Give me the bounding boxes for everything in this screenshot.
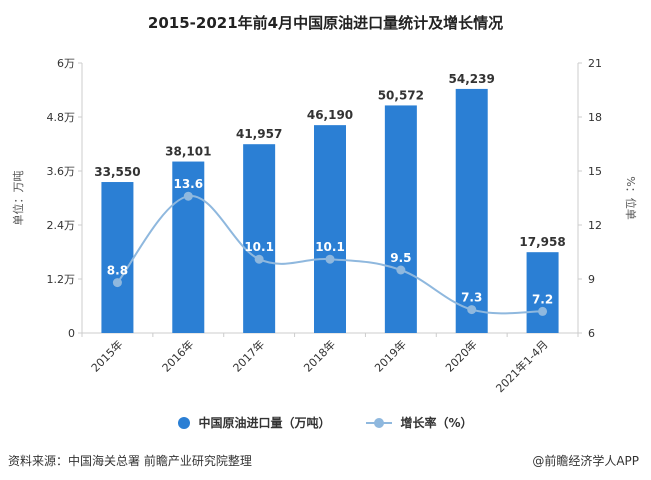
x-tick-label: 2021年1-4月 bbox=[493, 337, 551, 395]
line-value-label: 10.1 bbox=[244, 240, 274, 254]
growth-rate-point bbox=[325, 254, 335, 264]
bar bbox=[384, 105, 417, 334]
legend-bar-marker bbox=[178, 416, 191, 429]
bar bbox=[101, 182, 134, 333]
legend-item-growth: 增长率（%） bbox=[366, 414, 473, 431]
line-value-label: 8.8 bbox=[107, 264, 128, 278]
x-tick-label: 2019年 bbox=[372, 337, 409, 374]
line-value-label: 13.6 bbox=[173, 177, 203, 191]
bar-value-label: 54,239 bbox=[449, 72, 495, 86]
growth-rate-point bbox=[467, 305, 477, 315]
bar bbox=[172, 161, 205, 333]
bar-value-label: 46,190 bbox=[307, 108, 353, 122]
bar-value-label: 33,550 bbox=[94, 165, 140, 179]
source-note: 资料来源：中国海关总署 前瞻产业研究院整理 bbox=[8, 454, 252, 468]
bar bbox=[314, 125, 346, 334]
growth-rate-point bbox=[112, 278, 122, 288]
growth-rate-point bbox=[183, 191, 193, 201]
brand-text: @前瞻经济学人APP bbox=[532, 454, 639, 468]
legend-item-import: 中国原油进口量（万吨） bbox=[178, 414, 330, 431]
y-tick-label-right: 9 bbox=[588, 273, 595, 286]
line-value-label: 9.5 bbox=[390, 251, 411, 265]
y-tick-label-left: 3.6万 bbox=[47, 165, 76, 178]
legend: 中国原油进口量（万吨） 增长率（%） bbox=[0, 414, 651, 431]
y-tick-label-right: 15 bbox=[588, 165, 602, 178]
y-tick-label-left: 2.4万 bbox=[47, 219, 76, 232]
y-tick-label-left: 0 bbox=[68, 327, 75, 340]
y-axis-title-right: %：位单 bbox=[624, 176, 638, 219]
bar-value-label: 50,572 bbox=[378, 88, 424, 102]
chart-title: 2015-2021年前4月中国原油进口量统计及增长情况 bbox=[147, 14, 504, 32]
bar-value-label: 17,958 bbox=[519, 235, 565, 249]
y-tick-label-left: 1.2万 bbox=[47, 273, 76, 286]
brand-credit: @前瞻经济学人APP bbox=[532, 452, 639, 469]
x-tick-label: 2015年 bbox=[88, 337, 125, 374]
legend-label-import: 中国原油进口量（万吨） bbox=[198, 416, 331, 430]
y-tick-label-right: 21 bbox=[588, 57, 602, 70]
growth-rate-point bbox=[254, 254, 264, 264]
y-tick-label-right: 12 bbox=[588, 219, 602, 232]
y-tick-label-right: 18 bbox=[588, 111, 602, 124]
line-value-label: 7.3 bbox=[461, 291, 482, 305]
x-tick-label: 2017年 bbox=[230, 337, 267, 374]
x-tick-label: 2020年 bbox=[442, 337, 479, 374]
y-tick-label-left: 6万 bbox=[57, 57, 75, 70]
growth-rate-point bbox=[396, 265, 406, 275]
legend-line-marker bbox=[366, 417, 393, 429]
line-value-label: 7.2 bbox=[532, 292, 553, 306]
line-value-label: 10.1 bbox=[315, 240, 345, 254]
y-tick-label-left: 4.8万 bbox=[47, 111, 76, 124]
bar-value-label: 38,101 bbox=[165, 145, 211, 159]
growth-rate-point bbox=[538, 306, 548, 316]
x-tick-label: 2016年 bbox=[159, 337, 196, 374]
bar bbox=[455, 88, 488, 333]
y-tick-label-right: 6 bbox=[588, 327, 595, 340]
bar bbox=[243, 144, 276, 333]
x-tick-label: 2018年 bbox=[301, 337, 338, 374]
y-axis-title-left: 单位：万吨 bbox=[11, 171, 25, 226]
bar bbox=[526, 252, 559, 333]
legend-label-growth: 增长率（%） bbox=[400, 416, 473, 430]
bar-value-label: 41,957 bbox=[236, 127, 282, 141]
